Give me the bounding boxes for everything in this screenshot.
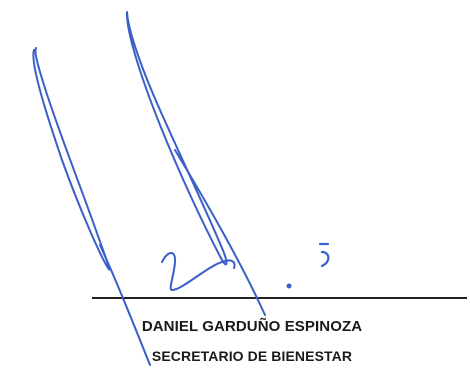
signature-mark-lower: [320, 250, 330, 268]
signature-line: [92, 297, 467, 299]
signature-stroke-left-tail: [99, 244, 151, 366]
signature-stroke-flourish: [161, 252, 236, 291]
signature-stroke-right-tail: [174, 149, 266, 316]
signer-name: DANIEL GARDUÑO ESPINOZA: [141, 318, 363, 335]
signature-stroke-right-loop: [125, 11, 228, 266]
signature-stroke-left-loop: [32, 47, 111, 271]
signature-dot: [286, 283, 292, 289]
signer-title: SECRETARIO DE BIENESTAR: [151, 348, 353, 364]
